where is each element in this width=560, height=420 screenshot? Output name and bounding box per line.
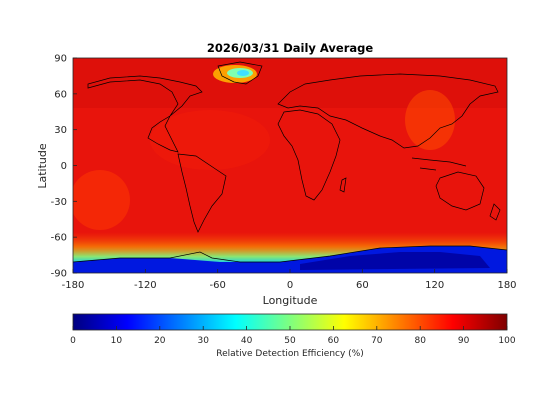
coast-indonesia xyxy=(411,157,467,171)
y-tick-label: 90 xyxy=(54,54,67,65)
heatmap-antarctica-core xyxy=(300,252,490,270)
colorbar-label: Relative Detection Efficiency (%) xyxy=(216,349,364,359)
colorbar-tick-label: 90 xyxy=(458,336,470,346)
y-tick-label: -30 xyxy=(51,197,67,208)
x-tick-label: 0 xyxy=(287,280,293,291)
coast-new-zealand xyxy=(489,203,501,221)
colorbar-tick-label: 20 xyxy=(154,336,166,346)
y-tick-label: -90 xyxy=(51,269,67,280)
colorbar-tick-label: 30 xyxy=(197,336,209,346)
y-tick-label: 0 xyxy=(61,161,67,172)
coast-greenland xyxy=(217,61,263,85)
x-tick-label: 180 xyxy=(497,280,516,291)
heatmap-south-pacific-patch xyxy=(73,170,130,230)
colorbar-tick-label: 50 xyxy=(284,336,296,346)
coast-africa xyxy=(277,109,341,201)
y-tick-label: 60 xyxy=(54,89,67,100)
colorbar-tick-label: 40 xyxy=(241,336,253,346)
heatmap-atlantic-patch xyxy=(150,110,270,170)
coast-europe-asia xyxy=(277,73,499,149)
coast-australia xyxy=(435,171,485,211)
coast-north-america xyxy=(87,75,203,153)
colorbar-ticks: 0 10 20 30 40 50 60 70 80 90 100 xyxy=(70,326,516,346)
chart-title: 2026/03/31 Daily Average xyxy=(207,41,374,55)
x-axis-label: Longitude xyxy=(263,294,318,307)
coastlines xyxy=(73,61,507,263)
x-tick-label: 60 xyxy=(356,280,369,291)
heatmap-east-asia-patch xyxy=(405,90,455,150)
x-tick-label: 120 xyxy=(425,280,444,291)
colorbar-tick-label: 70 xyxy=(371,336,383,346)
x-tick-label: -120 xyxy=(134,280,157,291)
coast-madagascar xyxy=(339,177,347,193)
colorbar-tick-label: 10 xyxy=(111,336,123,346)
colorbar-tick-label: 80 xyxy=(414,336,426,346)
y-axis: 90 60 30 0 -30 -60 -90 xyxy=(51,54,77,280)
coast-south-america xyxy=(177,153,227,233)
colorbar-tick-label: 60 xyxy=(328,336,340,346)
x-axis: -180 -120 -60 0 60 120 180 xyxy=(62,269,517,291)
map-plot-area xyxy=(73,58,507,273)
colorbar-tick-label: 100 xyxy=(498,336,515,346)
x-tick-label: -60 xyxy=(209,280,225,291)
y-tick-label: 30 xyxy=(54,125,67,136)
x-tick-label: -180 xyxy=(62,280,85,291)
y-tick-label: -60 xyxy=(51,233,67,244)
colorbar-tick-label: 0 xyxy=(70,336,76,346)
y-axis-label: Latitude xyxy=(36,143,49,189)
heatmap-greenland-center xyxy=(237,70,249,76)
coast-antarctica xyxy=(73,245,507,263)
